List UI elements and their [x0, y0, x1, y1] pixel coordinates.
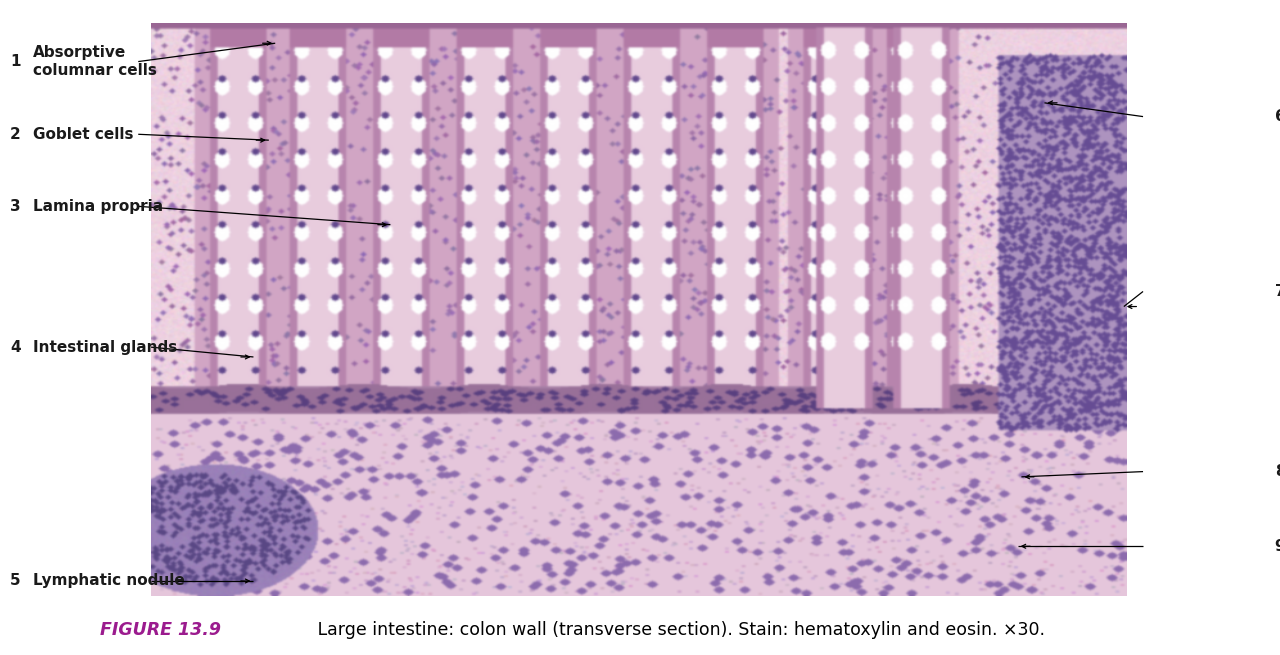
Text: 7: 7	[1275, 284, 1280, 299]
Text: 4: 4	[10, 340, 20, 354]
Text: Goblet cells: Goblet cells	[33, 127, 134, 141]
Text: Intestinal glands: Intestinal glands	[33, 340, 178, 354]
Text: Lymphatic nodule: Lymphatic nodule	[33, 574, 186, 588]
Text: 3: 3	[10, 199, 20, 214]
Text: Absorptive
columnar cells: Absorptive columnar cells	[33, 45, 157, 78]
Text: 2: 2	[10, 127, 20, 141]
Text: Lamina propria: Lamina propria	[33, 199, 164, 214]
Text: 9  Submucosa: 9 Submucosa	[1275, 539, 1280, 553]
Text: 8: 8	[1275, 464, 1280, 479]
Text: 1: 1	[10, 54, 20, 69]
Text: Large intestine: colon wall (transverse section). Stain: hematoxylin and eosin. : Large intestine: colon wall (transverse …	[312, 621, 1046, 639]
Text: FIGURE 13.9: FIGURE 13.9	[100, 621, 221, 639]
Text: 6  Goblet cells: 6 Goblet cells	[1275, 109, 1280, 124]
Text: 5: 5	[10, 574, 20, 588]
